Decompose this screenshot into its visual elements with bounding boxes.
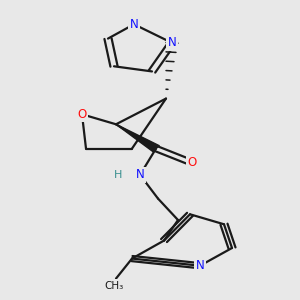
Text: CH₃: CH₃ [104,281,124,291]
Text: N: N [136,168,144,182]
Text: N: N [130,18,138,31]
Polygon shape [116,124,159,152]
Text: N: N [196,259,204,272]
Text: H: H [114,170,122,180]
Text: O: O [77,108,87,121]
Text: O: O [188,156,196,170]
Text: N: N [168,36,176,50]
